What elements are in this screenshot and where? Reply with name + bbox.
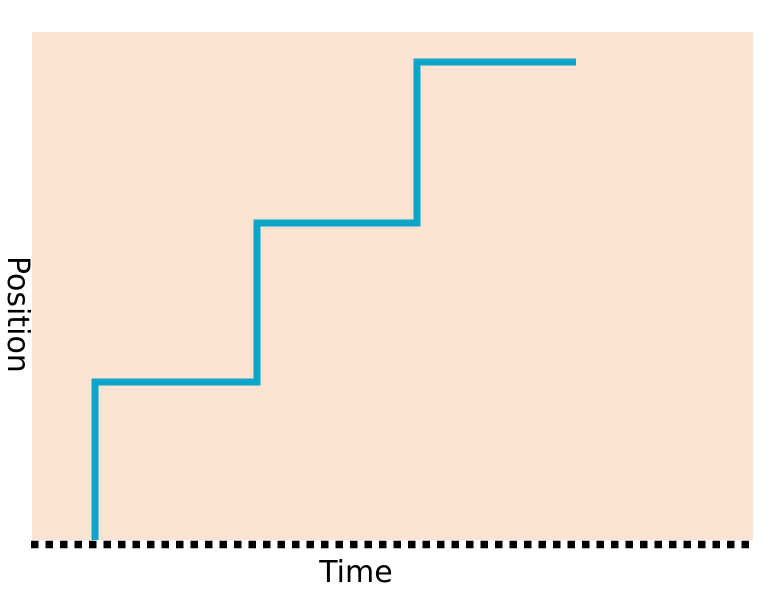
x-axis-label: Time	[319, 555, 393, 590]
y-axis-label: Position	[0, 256, 35, 373]
step-line-series	[91, 58, 576, 540]
plot-area	[32, 32, 753, 540]
